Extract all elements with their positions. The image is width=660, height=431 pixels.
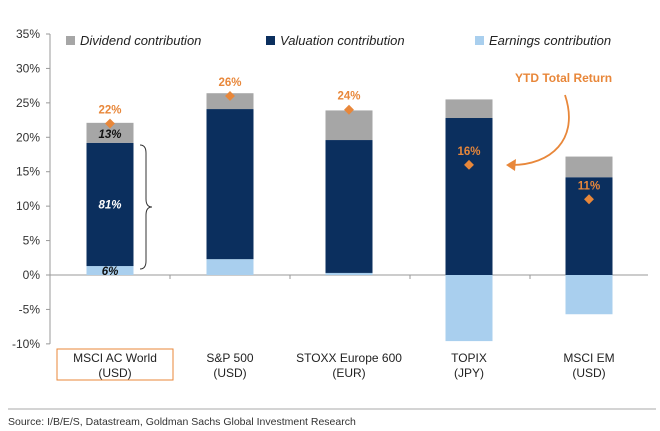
y-tick-label: 15%	[16, 165, 40, 179]
category-sublabel: (EUR)	[332, 366, 365, 380]
bar-valuation	[206, 109, 254, 260]
category-label: MSCI EM	[563, 351, 614, 365]
legend-swatch	[266, 36, 275, 45]
bar-valuation	[565, 177, 613, 275]
total-return-marker	[584, 194, 594, 205]
legend-label: Dividend contribution	[80, 33, 201, 48]
total-return-marker	[464, 159, 474, 170]
category-sublabel: (USD)	[572, 366, 605, 380]
y-tick-label: 10%	[16, 199, 40, 213]
arrow-head-icon	[506, 159, 516, 171]
category-label: S&P 500	[206, 351, 253, 365]
legend-label: Valuation contribution	[280, 33, 405, 48]
legend-swatch	[66, 36, 75, 45]
total-return-label: 11%	[578, 180, 600, 192]
category-label: STOXX Europe 600	[296, 351, 402, 365]
bar-dividend	[445, 99, 493, 119]
annotation-label: YTD Total Return	[515, 71, 612, 85]
bar-dividend	[206, 93, 254, 110]
bar-dividend	[325, 110, 373, 141]
bar-earnings	[206, 259, 254, 275]
bar-valuation	[325, 140, 373, 273]
bar-valuation	[86, 142, 134, 267]
bar-earnings	[565, 275, 613, 315]
bar-earnings	[86, 266, 134, 275]
category-label: TOPIX	[451, 351, 487, 365]
bar-earnings	[445, 275, 493, 342]
total-return-marker	[105, 118, 115, 129]
y-tick-label: 20%	[16, 130, 40, 144]
total-return-label: 26%	[218, 77, 241, 89]
y-tick-label: 0%	[23, 268, 41, 282]
y-tick-label: 35%	[16, 27, 40, 41]
category-sublabel: (USD)	[98, 366, 131, 380]
y-tick-label: 5%	[23, 234, 41, 248]
total-return-label: 24%	[337, 91, 360, 103]
y-tick-label: 30%	[16, 61, 40, 75]
legend-label: Earnings contribution	[489, 33, 611, 48]
category-sublabel: (JPY)	[454, 366, 484, 380]
source-note: Source: I/B/E/S, Datastream, Goldman Sac…	[8, 416, 356, 428]
bar-earnings	[325, 272, 373, 275]
total-return-marker	[225, 91, 235, 101]
y-tick-label: 25%	[16, 96, 40, 110]
annotation-arrow	[511, 94, 570, 166]
y-tick-label: -10%	[12, 337, 40, 351]
segment-label-earnings: 6%	[102, 266, 119, 278]
bar-dividend	[86, 122, 134, 143]
bar-dividend	[565, 156, 613, 178]
y-tick-label: -5%	[19, 302, 41, 316]
legend-swatch	[475, 36, 484, 45]
segment-label-dividend: 13%	[98, 129, 121, 141]
category-label: MSCI AC World	[73, 351, 157, 365]
total-return-label: 22%	[98, 105, 121, 117]
bar-valuation	[445, 118, 493, 276]
segment-label-valuation: 81%	[98, 199, 121, 211]
total-return-label: 16%	[457, 146, 480, 158]
category-sublabel: (USD)	[213, 366, 246, 380]
highlight-box	[56, 348, 174, 381]
brace-icon	[139, 144, 153, 270]
